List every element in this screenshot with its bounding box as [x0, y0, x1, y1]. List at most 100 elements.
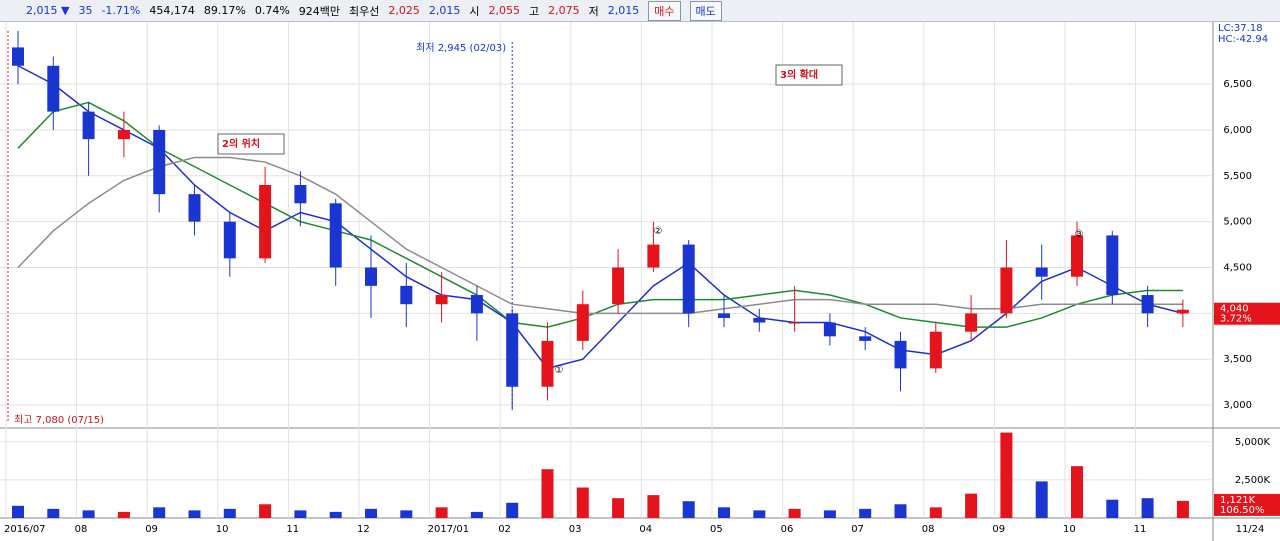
volume-bar [1035, 481, 1048, 518]
candle-body [294, 184, 307, 204]
volume-bar [365, 508, 377, 518]
x-tick-label: 04 [639, 524, 652, 535]
candle-body [823, 322, 836, 337]
volume-bar [470, 511, 483, 518]
candle-body [894, 340, 907, 369]
annotation: ① [555, 365, 564, 376]
x-tick-label: 08 [922, 524, 935, 535]
x-tick-label: 06 [781, 524, 794, 535]
ratio: 0.74% [254, 4, 290, 17]
moving-average [17, 101, 1183, 328]
candle-body [1000, 267, 1013, 314]
candle-body [788, 322, 801, 324]
x-tick-label: 09 [992, 524, 1005, 535]
bid: 2,015 [428, 4, 461, 17]
volume-bar [612, 498, 625, 518]
label: 고 [529, 4, 540, 18]
volume-bar [259, 504, 272, 518]
chart: 3,0003,5004,0004,5005,0005,5006,0006,500… [0, 22, 1280, 541]
volume-bar [12, 505, 24, 518]
candle-body [753, 317, 766, 323]
volume-bar [435, 507, 448, 518]
y-tick-label: 5,000 [1223, 217, 1252, 228]
volume-bar [788, 508, 801, 518]
annotation: 최저 2,945 (02/03) [416, 42, 506, 54]
x-tick-label: 11 [1134, 524, 1147, 535]
annotation: 2의 위치 [222, 137, 260, 150]
volume-bar [329, 511, 342, 518]
y-tick-label: 6,500 [1223, 79, 1252, 90]
candle-body [365, 267, 377, 286]
y-tick-label: 6,000 [1223, 125, 1252, 136]
candle-body [541, 340, 554, 387]
annotation: ③ [1075, 229, 1084, 240]
open-price: 2,055 [488, 4, 521, 17]
y-tick-label: 3,500 [1223, 354, 1252, 365]
candle-body [965, 313, 978, 332]
volume-bar [859, 508, 872, 518]
current-price: 4,040 [1220, 304, 1249, 315]
low-price: 2,015 [607, 4, 640, 17]
annotation-box [217, 133, 285, 155]
volume-bar [929, 507, 942, 518]
x-tick-label: 10 [216, 524, 229, 535]
candle-body [188, 194, 201, 222]
volume-bar [1000, 432, 1013, 518]
x-tick-label: 10 [1063, 524, 1076, 535]
candle-body [329, 203, 342, 268]
label: 최우선 [349, 4, 380, 18]
toolbar: 2,015 ▼ 35 -1.71% 454,174 89.17% 0.74% 9… [0, 0, 1280, 22]
volume-bar [965, 493, 978, 518]
lc-label: LC:37.18 [1218, 23, 1263, 34]
y-tick-label: 2,500K [1235, 475, 1271, 486]
x-tick-label: 05 [710, 524, 723, 535]
candle-body [1035, 267, 1048, 277]
volume: 454,174 [149, 4, 195, 17]
current-volume: 1,121K [1220, 495, 1256, 506]
candle-body [576, 304, 589, 341]
volume-bar [223, 508, 236, 518]
volume-bar [294, 510, 307, 518]
candle-body [929, 331, 942, 369]
price-tag [1214, 302, 1280, 325]
change: 35 [78, 4, 93, 17]
candle-body [117, 129, 130, 140]
volume-ratio: 106.50% [1220, 505, 1265, 516]
candle-body [47, 65, 60, 112]
candle-body [400, 285, 413, 305]
volume-bar [117, 511, 130, 518]
volume-bar [576, 487, 589, 518]
candle-body [612, 267, 625, 305]
annotation-box [775, 64, 843, 86]
volume-bar [647, 495, 660, 518]
candle-body [647, 244, 660, 268]
candle-body [1071, 235, 1083, 277]
price: 2,015 ▼ [26, 4, 70, 17]
sell-button[interactable]: 매도 [689, 0, 722, 21]
volume-tag [1214, 493, 1280, 516]
annotation: 3의 확대 [780, 68, 818, 81]
candle-body [12, 47, 24, 66]
volume-bar [47, 508, 60, 518]
change-rate: -1.71% [101, 4, 141, 17]
volume-bar [753, 510, 766, 518]
label: 저 [588, 4, 599, 18]
x-tick-label: 11/24 [1236, 524, 1265, 535]
volume-bar [894, 504, 907, 518]
x-tick-label: 08 [75, 524, 88, 535]
label: 시 [469, 4, 480, 18]
volume-bar [400, 510, 413, 518]
x-tick-label: 2016/07 [4, 524, 46, 535]
moving-average [17, 156, 1183, 315]
buy-button[interactable]: 매수 [648, 0, 681, 21]
candle-body [1176, 309, 1189, 314]
y-tick-label: 4,500 [1223, 263, 1252, 274]
volume-bar [1071, 466, 1083, 518]
x-tick-label: 02 [498, 524, 511, 535]
candle-body [682, 244, 695, 314]
y-tick-label: 5,000K [1235, 437, 1271, 448]
y-tick-label: 5,500 [1223, 171, 1252, 182]
candle-body [1141, 295, 1154, 314]
annotation: ② [654, 226, 663, 237]
